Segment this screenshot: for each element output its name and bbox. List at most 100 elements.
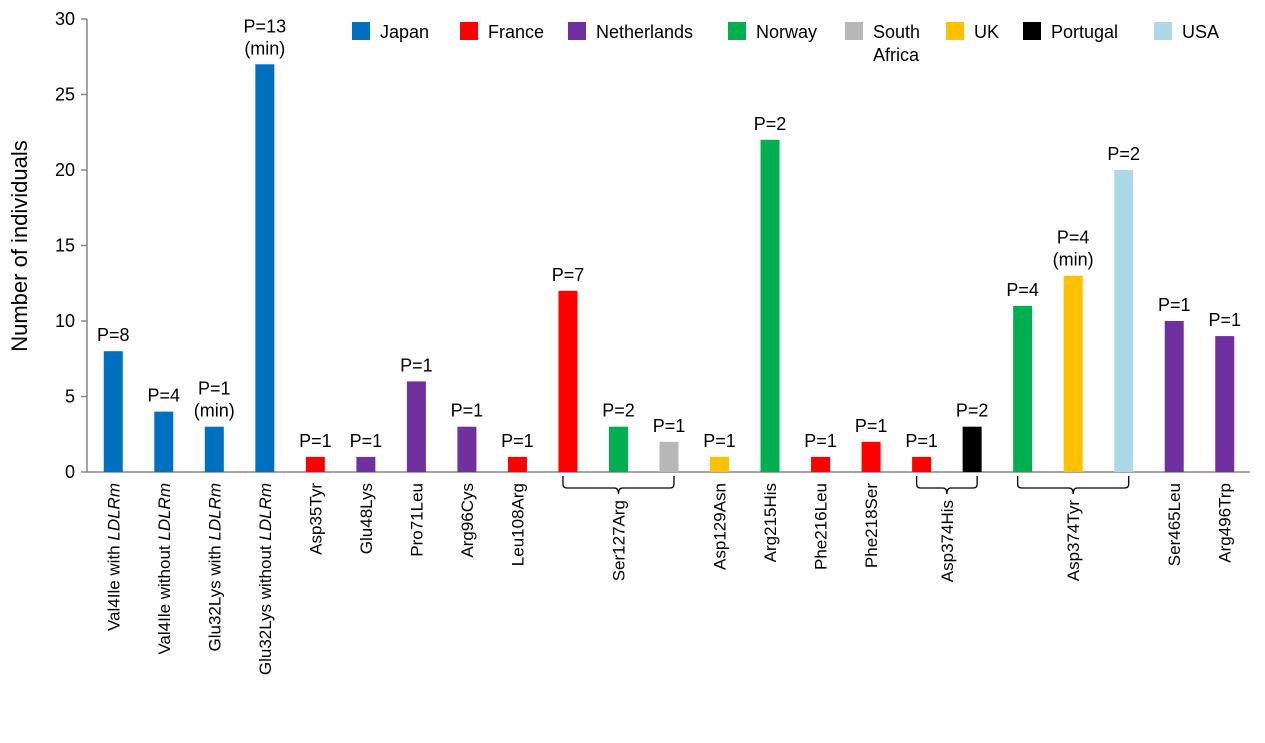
bar-value-label: P=1 bbox=[198, 379, 231, 399]
bar-value-label: P=1 bbox=[1158, 295, 1191, 315]
y-axis: 0 5 10 15 20 25 30 bbox=[55, 9, 1250, 482]
legend-swatch bbox=[352, 22, 370, 40]
bar-value-label: P=1 bbox=[299, 431, 332, 451]
x-category-label: Asp374Tyr bbox=[1064, 500, 1083, 582]
bar-value-label: P=4 bbox=[1057, 228, 1090, 248]
legend-label: France bbox=[488, 22, 544, 42]
bar bbox=[406, 381, 426, 472]
bar bbox=[103, 351, 123, 472]
bar-value-label: P=1 bbox=[1208, 310, 1241, 330]
legend-label: Portugal bbox=[1051, 22, 1118, 42]
bar-labels: P=8P=4 P=1(min)P=13(min)P=1 P=1P=1P=1P=1P=… bbox=[97, 16, 1241, 451]
legend-swatch bbox=[1154, 22, 1172, 40]
bar-value-label: (min) bbox=[244, 38, 285, 58]
bar-value-label: (min) bbox=[194, 401, 235, 421]
legend-swatch bbox=[460, 22, 478, 40]
bar-value-label: P=2 bbox=[956, 401, 989, 421]
bar-value-label: P=1 bbox=[653, 416, 686, 436]
bar-value-label: P=1 bbox=[400, 355, 433, 375]
legend-swatch bbox=[845, 22, 863, 40]
y-tick-label: 20 bbox=[55, 160, 75, 180]
x-category-label: Val4Ile with LDLRm bbox=[104, 483, 123, 631]
bar bbox=[1114, 170, 1134, 472]
bar-value-label: P=2 bbox=[602, 401, 635, 421]
x-category-label: Arg496Trp bbox=[1216, 483, 1235, 563]
bar-value-label: P=7 bbox=[552, 265, 585, 285]
y-tick-label: 5 bbox=[65, 387, 75, 407]
x-category-label: Arg96Cys bbox=[458, 483, 477, 558]
x-category-label: Asp129Asn bbox=[711, 483, 730, 570]
bar-value-label: P=2 bbox=[1107, 144, 1140, 164]
x-category-label: Val4Ile without LDLRm bbox=[155, 483, 174, 655]
bars bbox=[103, 64, 1235, 473]
x-category-label: Arg215His bbox=[761, 483, 780, 562]
x-category-label: Ser465Leu bbox=[1165, 483, 1184, 566]
bar bbox=[154, 411, 174, 472]
y-axis-title: Number of individuals bbox=[7, 140, 32, 352]
x-category-label: Glu32Lys with LDLRm bbox=[205, 483, 224, 652]
legend: Japan France Netherlands Norway South Africa U… bbox=[352, 22, 1219, 65]
legend-swatch bbox=[1023, 22, 1041, 40]
bar-value-label: P=1 bbox=[905, 431, 938, 451]
bar bbox=[558, 290, 578, 472]
bar-value-label: P=8 bbox=[97, 325, 130, 345]
legend-label: Norway bbox=[756, 22, 817, 42]
group-bracket bbox=[562, 476, 675, 495]
x-category-label: Glu48Lys bbox=[357, 483, 376, 554]
legend-label: South bbox=[873, 22, 920, 42]
bar-value-label: P=13 bbox=[244, 16, 287, 36]
x-axis-labels: Val4Ile with LDLRm Val4Ile without LDLRm G… bbox=[104, 483, 1234, 675]
bar-value-label: P=4 bbox=[1006, 280, 1039, 300]
bar-value-label: P=1 bbox=[703, 431, 736, 451]
legend-label: Japan bbox=[380, 22, 429, 42]
bar bbox=[204, 426, 224, 472]
bar bbox=[659, 441, 679, 472]
bar-value-label: P=1 bbox=[804, 431, 837, 451]
x-category-label: Pro71Leu bbox=[407, 483, 426, 557]
y-tick-label: 30 bbox=[55, 9, 75, 29]
bar-value-label: (min) bbox=[1053, 250, 1094, 270]
bar bbox=[811, 456, 831, 472]
x-category-label: Phe216Leu bbox=[812, 483, 831, 570]
legend-swatch bbox=[568, 22, 586, 40]
bar bbox=[356, 456, 376, 472]
x-category-label: Ser127Arg bbox=[609, 500, 628, 581]
bar bbox=[1063, 275, 1083, 472]
bar bbox=[305, 456, 325, 472]
y-tick-label: 0 bbox=[65, 462, 75, 482]
y-tick-label: 25 bbox=[55, 85, 75, 105]
bar bbox=[457, 426, 477, 472]
x-category-label: Leu108Arg bbox=[508, 483, 527, 566]
bar-value-label: P=2 bbox=[754, 114, 787, 134]
legend-label: UK bbox=[974, 22, 999, 42]
group-bracket bbox=[1017, 476, 1130, 495]
y-tick-label: 15 bbox=[55, 236, 75, 256]
bar-value-label: P=1 bbox=[855, 416, 888, 436]
bar bbox=[1215, 336, 1235, 472]
x-category-label: Glu32Lys without LDLRm bbox=[256, 483, 275, 675]
bar bbox=[962, 426, 982, 472]
legend-label: Netherlands bbox=[596, 22, 693, 42]
legend-swatch bbox=[946, 22, 964, 40]
x-category-label: Asp35Tyr bbox=[306, 483, 325, 555]
legend-label: Africa bbox=[873, 45, 920, 65]
x-category-label: Asp374His bbox=[938, 500, 957, 582]
x-category-label: Phe218Ser bbox=[862, 483, 881, 568]
bar bbox=[912, 456, 932, 472]
bar bbox=[861, 441, 881, 472]
bar-value-label: P=4 bbox=[148, 386, 181, 406]
bar-value-label: P=1 bbox=[451, 401, 484, 421]
group-brackets bbox=[562, 476, 1130, 495]
bar bbox=[1164, 321, 1184, 472]
legend-label: USA bbox=[1182, 22, 1219, 42]
bar bbox=[1013, 305, 1033, 472]
bar-value-label: P=1 bbox=[501, 431, 534, 451]
y-tick-label: 10 bbox=[55, 311, 75, 331]
bar-value-label: P=1 bbox=[350, 431, 383, 451]
bar bbox=[608, 426, 628, 472]
group-bracket bbox=[915, 476, 978, 495]
bar bbox=[710, 456, 730, 472]
bar bbox=[760, 139, 780, 473]
bar bbox=[507, 456, 527, 472]
